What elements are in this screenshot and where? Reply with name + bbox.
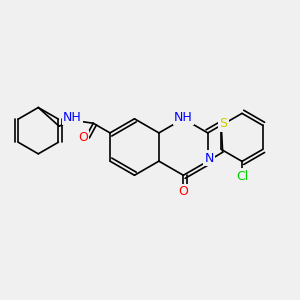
- Text: N: N: [205, 152, 214, 165]
- Text: Cl: Cl: [236, 170, 248, 183]
- Text: O: O: [78, 131, 88, 144]
- Text: NH: NH: [174, 111, 193, 124]
- Text: O: O: [178, 185, 188, 198]
- Text: S: S: [219, 118, 227, 130]
- Text: NH: NH: [63, 111, 82, 124]
